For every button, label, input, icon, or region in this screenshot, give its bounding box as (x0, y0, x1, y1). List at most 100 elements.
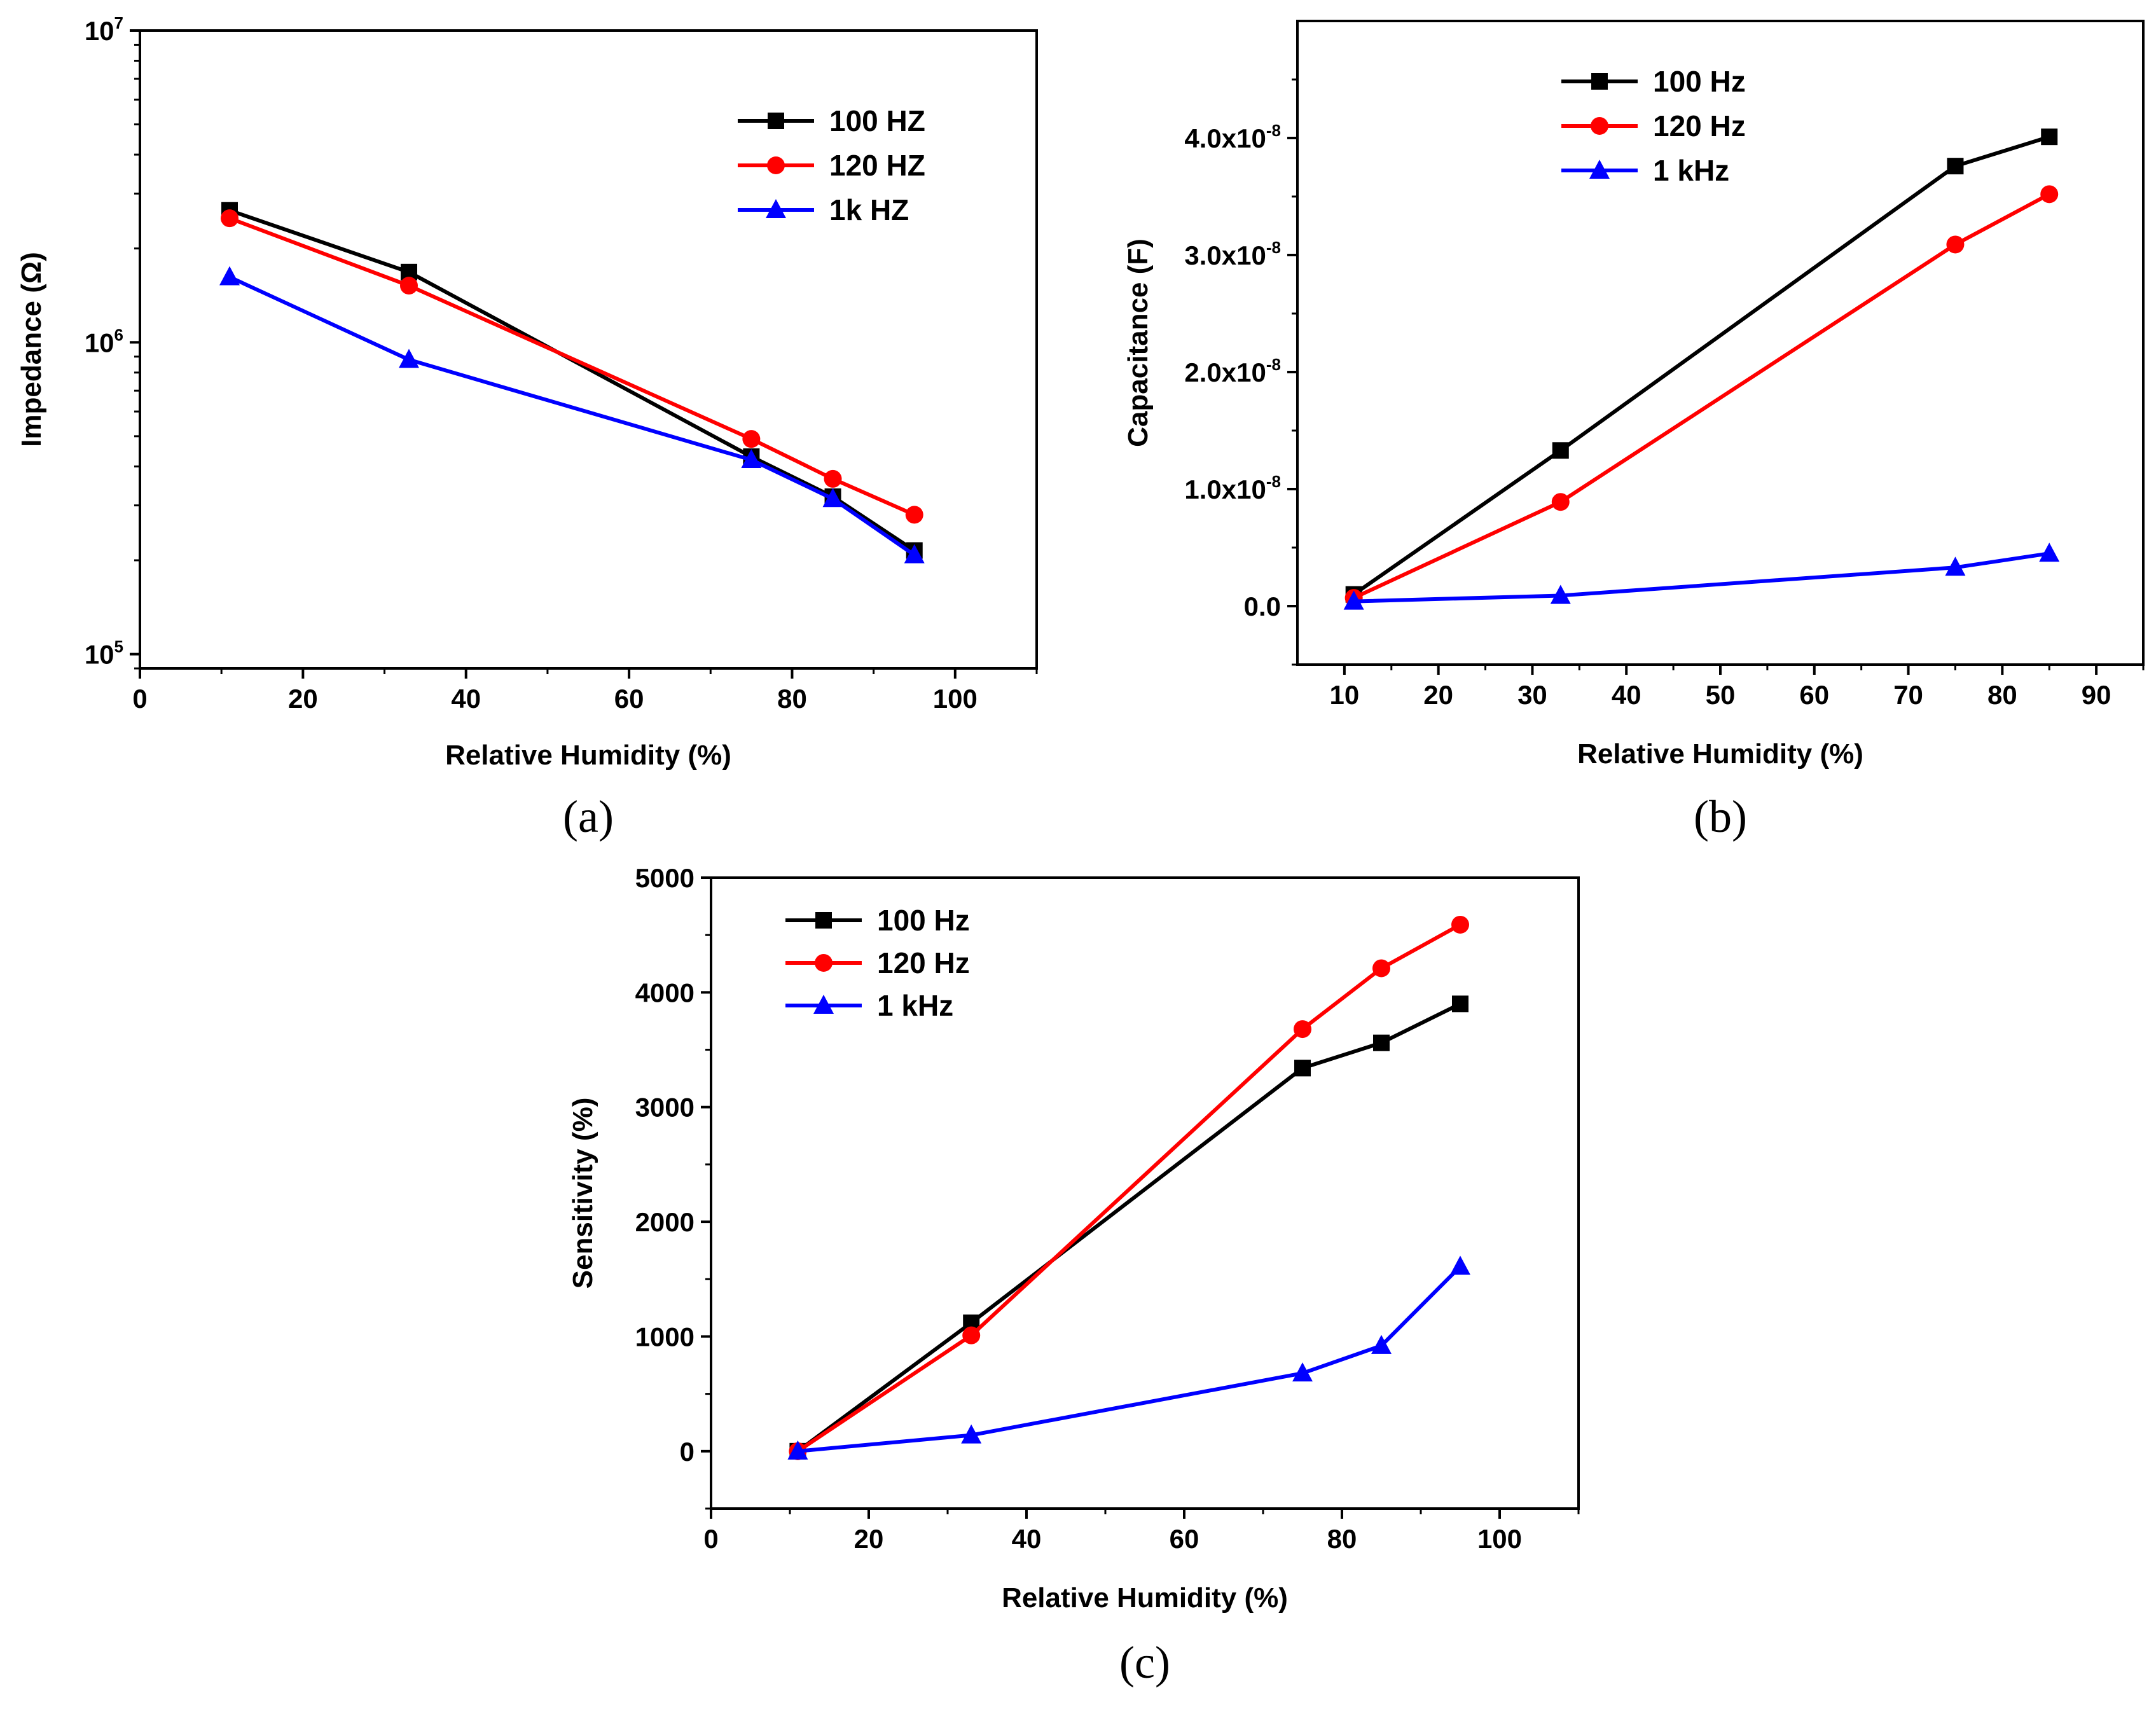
legend-label: 100 HZ (829, 104, 925, 137)
legend-label: 120 HZ (829, 149, 925, 182)
data-point (1945, 556, 1966, 576)
series-line (798, 1265, 1462, 1453)
series-1k-hz (219, 266, 925, 563)
legend-label: 1 kHz (1653, 154, 1729, 187)
data-point (1552, 442, 1569, 459)
legend: 100 Hz 120 Hz 1 kHz (1561, 65, 1746, 187)
data-point (961, 1424, 982, 1444)
legend-label: 100 Hz (1653, 65, 1746, 98)
x-tick-label: 0 (132, 684, 147, 714)
data-point (1343, 590, 1364, 610)
data-point (962, 1326, 981, 1344)
data-point (741, 448, 762, 468)
x-axis-title: Relative Humidity (%) (1577, 738, 1863, 770)
x-tick-label: 30 (1517, 680, 1547, 710)
panel-label: (b) (1694, 791, 1747, 842)
x-axis-title: Relative Humidity (%) (1002, 1582, 1288, 1614)
legend-label: 1k HZ (829, 193, 909, 226)
y-tick-label: 4.0x10-8 (1184, 121, 1281, 153)
legend-label: 120 Hz (1653, 109, 1746, 142)
y-tick-label: 106 (85, 325, 123, 357)
x-tick-label: 50 (1706, 680, 1736, 710)
y-tick-label: 0 (680, 1437, 694, 1467)
x-tick-label: 20 (854, 1524, 884, 1554)
y-axis-title: Impedance (Ω) (16, 252, 47, 447)
series-120-hz (1344, 185, 2059, 607)
legend: 100 HZ 120 HZ 1k HZ (738, 104, 925, 226)
data-point (399, 349, 419, 368)
x-tick-label: 40 (1612, 680, 1641, 710)
legend-marker (1589, 160, 1610, 179)
data-point (1294, 1060, 1311, 1077)
x-tick-label: 20 (1423, 680, 1453, 710)
y-tick-label: 3.0x10-8 (1184, 238, 1281, 270)
series-line (1353, 192, 2050, 600)
legend: 100 Hz 120 Hz 1 kHz (785, 904, 970, 1022)
data-point (1371, 1334, 1392, 1354)
legend-marker (766, 199, 786, 218)
x-tick-label: 60 (1799, 680, 1829, 710)
x-tick-label: 60 (614, 684, 644, 714)
data-point (742, 430, 761, 448)
legend-marker (815, 912, 832, 929)
data-point (1551, 493, 1570, 511)
series-1-khz (1343, 543, 2060, 610)
chart-panel-c: 0 20 40 60 80 100010002000300040005000Relativ… (567, 863, 1580, 1688)
legend-marker (815, 954, 833, 972)
data-point (904, 544, 925, 563)
data-point (824, 469, 842, 488)
legend-marker (813, 995, 834, 1014)
legend-marker (1591, 73, 1608, 90)
legend-marker (767, 156, 785, 174)
x-tick-label: 80 (1327, 1524, 1357, 1554)
x-tick-label: 20 (288, 684, 318, 714)
x-tick-label: 0 (703, 1524, 718, 1554)
data-point (1550, 584, 1571, 604)
panel-label: (c) (1119, 1637, 1170, 1688)
x-tick-label: 40 (1012, 1524, 1042, 1554)
legend-marker (1591, 117, 1608, 135)
data-point (1372, 959, 1390, 978)
x-tick-label: 100 (933, 684, 978, 714)
x-tick-label: 10 (1330, 680, 1360, 710)
series-line (229, 208, 916, 553)
y-tick-label: 1000 (635, 1322, 694, 1351)
series-120-hz (221, 209, 923, 524)
chart-panel-b: 10 20 30 40 50 60 70 80 90 0.0 1.0x10-8 2.0x10-8 3.0… (1123, 20, 2145, 842)
series-1-khz (787, 1255, 1470, 1460)
series-line (228, 275, 916, 557)
y-tick-label: 0.0 (1244, 591, 1281, 621)
data-point (2039, 543, 2060, 562)
series-line (1352, 135, 2050, 597)
data-point (1294, 1020, 1311, 1039)
y-tick-label: 1.0x10-8 (1184, 472, 1281, 504)
chart-panel-a: 0 20 40 60 80 100 105 106 107 Relative Humidity (… (16, 13, 1038, 842)
legend-marker (768, 113, 784, 129)
y-tick-label: 4000 (635, 978, 694, 1007)
data-point (905, 506, 923, 524)
x-tick-label: 40 (451, 684, 481, 714)
data-point (822, 488, 843, 508)
x-axis-title: Relative Humidity (%) (445, 740, 731, 771)
y-tick-label: 3000 (635, 1093, 694, 1123)
legend-label: 1 kHz (877, 989, 953, 1022)
series-100-hz (1345, 128, 2058, 603)
data-point (1373, 1034, 1390, 1051)
panel-label: (a) (563, 791, 614, 842)
y-tick-label: 105 (85, 637, 123, 670)
data-point (1451, 915, 1469, 934)
data-point (1292, 1362, 1313, 1382)
legend-label: 100 Hz (877, 904, 970, 937)
x-tick-label: 90 (2082, 680, 2111, 710)
data-point (1452, 995, 1468, 1013)
data-point (1450, 1255, 1470, 1275)
y-axis-title: Capacitance (F) (1123, 238, 1154, 447)
y-tick-label: 5000 (635, 863, 694, 893)
y-tick-label: 107 (85, 13, 123, 46)
series-line (1353, 551, 2050, 604)
y-tick-label: 2.0x10-8 (1184, 355, 1281, 387)
x-tick-label: 70 (1893, 680, 1923, 710)
x-tick-label: 80 (1987, 680, 2017, 710)
y-axis-title: Sensitivity (%) (567, 1098, 598, 1289)
